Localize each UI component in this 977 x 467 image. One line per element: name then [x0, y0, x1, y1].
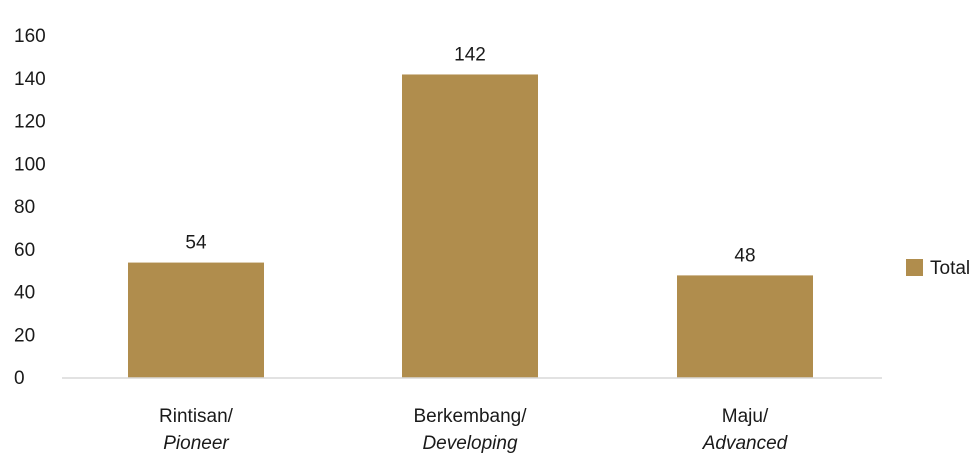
- category-labels: Rintisan/Pioneer Berkembang/Developing Maj…: [159, 406, 789, 454]
- y-tick-label-0: 0: [14, 368, 25, 389]
- y-tick-label-80: 80: [14, 197, 35, 218]
- data-labels: 54 142 48: [185, 44, 755, 266]
- y-tick-label-40: 40: [14, 283, 35, 304]
- y-tick-label-160: 160: [14, 26, 46, 47]
- category-label-1: Berkembang/: [413, 406, 527, 427]
- bars: [128, 74, 813, 378]
- category-sublabel-1: Developing: [422, 433, 517, 454]
- bar-0: [128, 262, 264, 378]
- bar-2: [677, 275, 813, 378]
- y-tick-label-100: 100: [14, 154, 46, 175]
- y-axis-ticks: 0 20 40 60 80 100 120 140 160: [14, 26, 46, 389]
- y-tick-label-20: 20: [14, 325, 35, 346]
- category-label-2: Maju/: [722, 406, 769, 427]
- legend-swatch-total: [906, 259, 923, 276]
- legend-label-total: Total: [930, 258, 970, 279]
- y-tick-label-60: 60: [14, 240, 35, 261]
- data-label-0: 54: [185, 233, 207, 254]
- data-label-1: 142: [454, 44, 486, 65]
- data-label-2: 48: [734, 245, 755, 266]
- y-tick-label-120: 120: [14, 112, 46, 133]
- legend: Total: [906, 258, 970, 279]
- category-sublabel-2: Advanced: [702, 433, 789, 454]
- category-sublabel-0: Pioneer: [163, 433, 229, 454]
- bar-1: [402, 74, 538, 378]
- category-label-0: Rintisan/: [159, 406, 234, 427]
- y-tick-label-140: 140: [14, 69, 46, 90]
